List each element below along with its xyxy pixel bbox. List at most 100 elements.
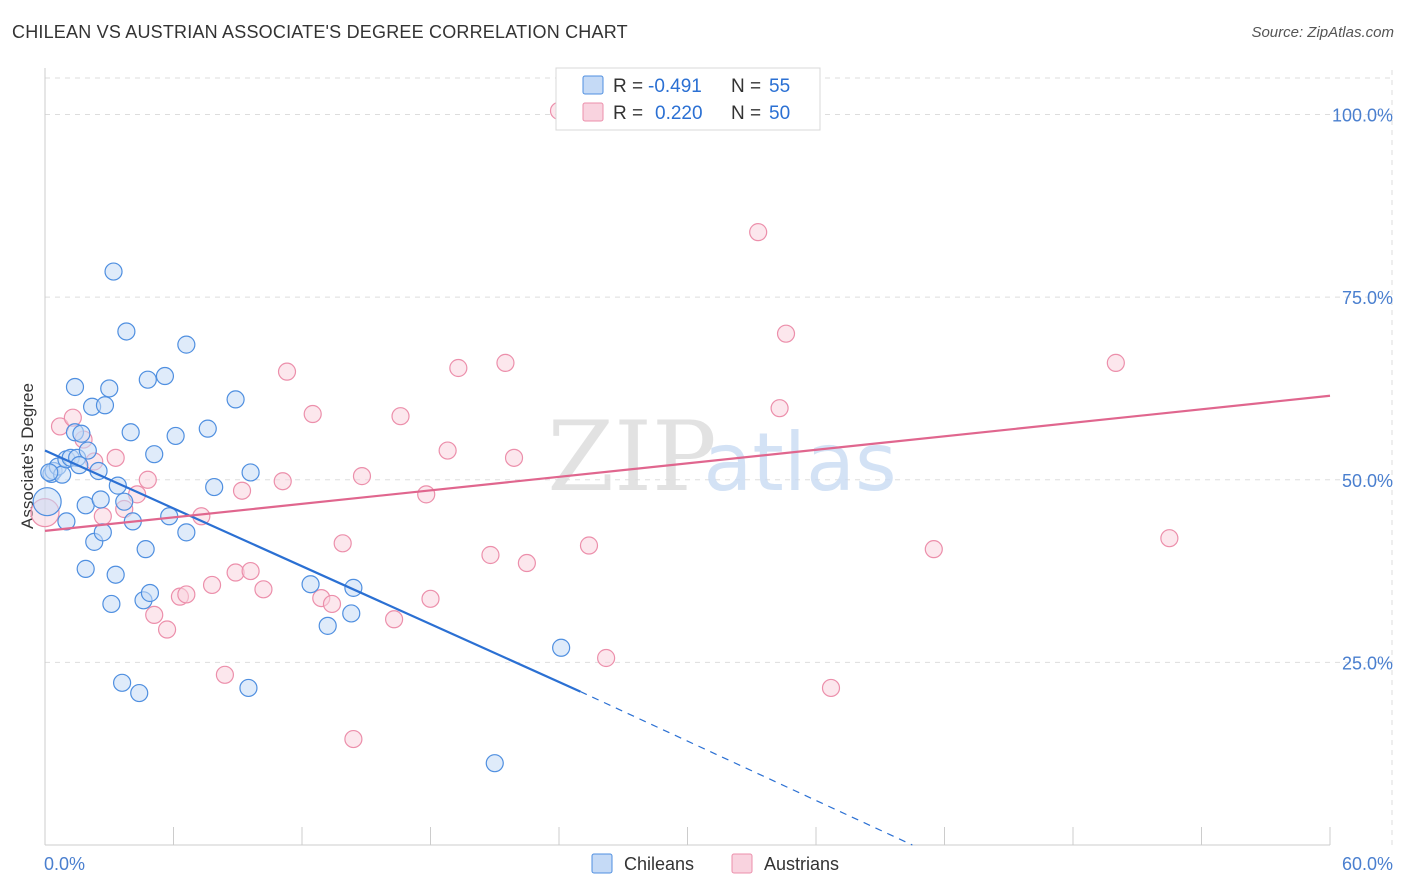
point-austrians: [344, 729, 363, 749]
point-chileans: [76, 559, 95, 578]
watermark-atlas: atlas: [703, 416, 896, 509]
legend-top-swatch-austrians: [582, 102, 604, 122]
legend-n-label-austrians: N =: [731, 103, 761, 124]
point-chileans: [78, 441, 97, 460]
legend-label-chileans: Chileans: [624, 854, 694, 874]
point-austrians: [202, 575, 222, 595]
point-austrians: [496, 353, 515, 372]
y-tick-label: 25.0%: [1342, 653, 1393, 673]
x-tick-label: 0.0%: [44, 854, 85, 874]
point-austrians: [273, 472, 292, 491]
point-chileans: [65, 377, 85, 397]
point-chileans: [241, 463, 260, 482]
point-chileans: [115, 492, 134, 511]
point-austrians: [391, 407, 410, 426]
point-austrians: [1160, 529, 1179, 548]
tick-labels: 25.0% 50.0% 75.0% 100.0% 0.0% 60.0%: [44, 106, 1393, 874]
point-austrians: [924, 540, 943, 559]
legend-r-value-austrians: 0.220: [655, 103, 703, 124]
legend-top-swatch-chileans: [582, 75, 604, 95]
point-chileans: [130, 683, 149, 703]
point-austrians: [277, 362, 297, 381]
chart-title: CHILEAN VS AUSTRIAN ASSOCIATE'S DEGREE C…: [12, 22, 628, 42]
series-austrians: [30, 101, 1179, 749]
legend-n-value-chileans: 55: [769, 76, 790, 97]
point-chileans: [40, 463, 59, 482]
point-chileans: [342, 604, 361, 623]
point-chileans: [177, 523, 196, 542]
point-austrians: [303, 404, 322, 424]
point-chileans: [239, 678, 258, 698]
point-chileans: [552, 638, 571, 657]
point-austrians: [138, 470, 157, 489]
point-chileans: [91, 490, 110, 509]
point-austrians: [232, 481, 252, 500]
point-austrians: [192, 507, 211, 526]
point-chileans: [198, 419, 217, 438]
y-tick-label: 75.0%: [1342, 288, 1393, 308]
legend-r-value-chileans: -0.491: [648, 76, 702, 97]
legend-top: R = -0.491 N = 55 R = 0.220 N = 50: [555, 67, 821, 131]
point-chileans: [121, 423, 140, 442]
point-chileans: [145, 445, 164, 464]
point-chileans: [205, 477, 224, 497]
point-austrians: [322, 594, 342, 614]
point-chileans: [102, 594, 121, 614]
legend-n-value-austrians: 50: [769, 103, 790, 124]
point-chileans: [155, 366, 175, 386]
legend-r-label-chileans: R =: [613, 76, 643, 97]
source-label: Source: ZipAtlas.com: [1251, 24, 1394, 41]
point-austrians: [749, 223, 768, 242]
y-tick-label: 100.0%: [1332, 106, 1393, 126]
point-chileans: [117, 322, 136, 341]
point-austrians: [226, 563, 245, 582]
point-chileans: [106, 565, 125, 584]
point-austrians: [481, 545, 500, 565]
point-austrians: [333, 534, 352, 553]
point-austrians: [106, 448, 125, 467]
point-austrians: [421, 589, 440, 608]
legend-swatch-chileans: [591, 853, 613, 874]
point-chileans: [166, 426, 185, 446]
point-chileans: [485, 754, 504, 773]
x-tick-label: 60.0%: [1342, 854, 1393, 874]
legend-bottom: Chileans Austrians: [591, 853, 839, 874]
point-chileans: [57, 512, 76, 531]
point-austrians: [579, 536, 599, 555]
point-austrians: [384, 610, 404, 629]
series-chileans: [32, 262, 571, 773]
point-chileans: [100, 379, 119, 398]
point-chileans: [226, 390, 245, 409]
point-chileans: [112, 673, 132, 692]
point-chileans: [95, 396, 115, 415]
point-chileans: [138, 370, 157, 389]
trendline-austrians: [44, 394, 1331, 532]
legend-n-label-chileans: N =: [731, 76, 761, 97]
point-chileans: [318, 616, 337, 635]
axes: [44, 68, 1331, 846]
point-austrians: [517, 553, 536, 573]
point-austrians: [417, 485, 436, 504]
point-austrians: [241, 561, 260, 581]
point-chileans: [136, 540, 155, 559]
point-chileans: [301, 575, 320, 594]
point-austrians: [93, 507, 112, 526]
point-chileans: [72, 424, 91, 443]
point-chileans: [104, 262, 123, 281]
point-chileans: [140, 583, 160, 603]
legend-r-label-austrians: R =: [613, 103, 643, 124]
point-austrians: [776, 324, 796, 343]
point-austrians: [597, 648, 616, 668]
point-chileans: [32, 487, 62, 517]
point-austrians: [449, 358, 468, 378]
legend-swatch-austrians: [731, 853, 753, 874]
point-austrians: [770, 399, 789, 418]
point-austrians: [215, 665, 234, 684]
point-austrians: [1106, 353, 1125, 372]
point-austrians: [157, 620, 177, 639]
point-austrians: [438, 441, 457, 460]
point-austrians: [145, 605, 164, 625]
y-tick-label: 50.0%: [1342, 471, 1393, 491]
point-austrians: [352, 467, 372, 486]
